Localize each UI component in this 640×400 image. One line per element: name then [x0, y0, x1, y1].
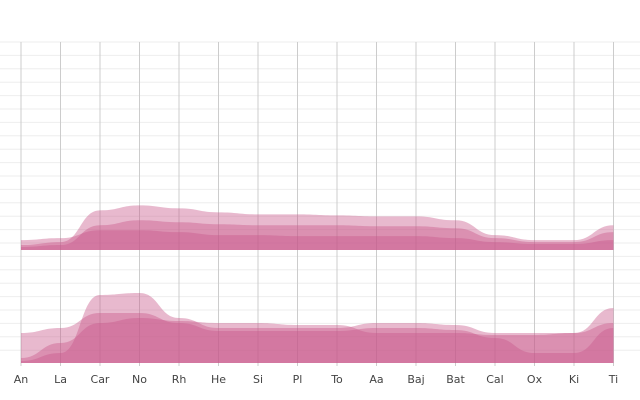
x-tick-label: Car [91, 373, 110, 386]
x-tick-label: Aa [369, 373, 383, 386]
x-tick-label: To [330, 373, 343, 386]
x-tick-label: Pl [293, 373, 303, 386]
x-tick-label: Rh [172, 373, 187, 386]
area [21, 313, 614, 363]
area [21, 205, 614, 250]
area [21, 318, 614, 363]
x-tick-label: Ox [527, 373, 543, 386]
x-tick-label: Si [253, 373, 263, 386]
x-tick-label: Baj [407, 373, 424, 386]
area [21, 220, 614, 250]
x-tick-label: La [54, 373, 67, 386]
area [21, 230, 614, 250]
x-tick-label: An [14, 373, 29, 386]
area [21, 293, 614, 363]
x-tick-label: No [132, 373, 147, 386]
x-tick-label: He [211, 373, 226, 386]
x-tick-label: Cal [486, 373, 503, 386]
x-tick-label: Bat [446, 373, 465, 386]
x-tick-label: Ti [608, 373, 618, 386]
x-tick-label: Ki [569, 373, 579, 386]
